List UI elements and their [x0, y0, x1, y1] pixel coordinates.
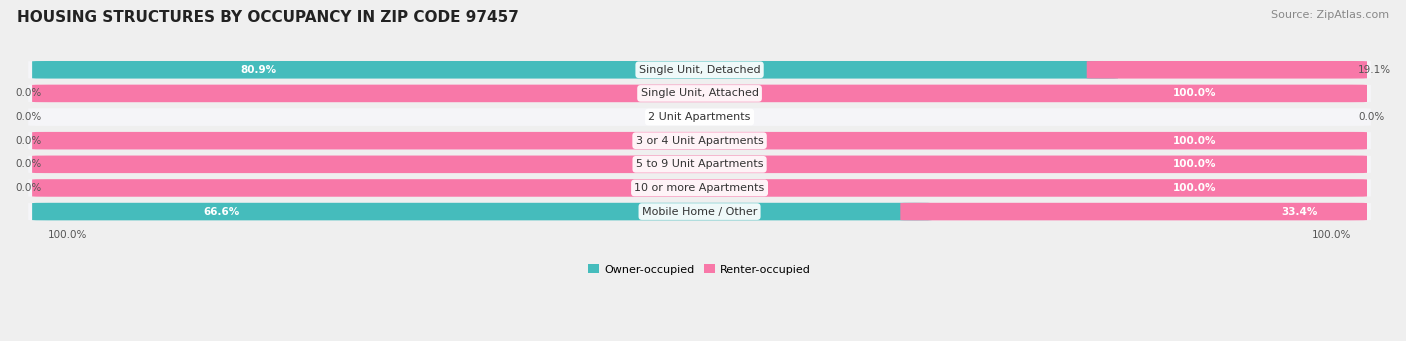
Text: 0.0%: 0.0% [15, 159, 41, 169]
Text: 10 or more Apartments: 10 or more Apartments [634, 183, 765, 193]
Text: Single Unit, Detached: Single Unit, Detached [638, 65, 761, 75]
Text: 100.0%: 100.0% [48, 230, 87, 240]
Text: 5 to 9 Unit Apartments: 5 to 9 Unit Apartments [636, 159, 763, 169]
Text: 19.1%: 19.1% [1358, 65, 1391, 75]
FancyBboxPatch shape [32, 203, 932, 220]
Text: 66.6%: 66.6% [204, 207, 239, 217]
FancyBboxPatch shape [32, 132, 1367, 149]
Text: 0.0%: 0.0% [15, 112, 41, 122]
FancyBboxPatch shape [28, 203, 1371, 220]
Text: Mobile Home / Other: Mobile Home / Other [643, 207, 758, 217]
FancyBboxPatch shape [28, 179, 1371, 197]
FancyBboxPatch shape [28, 85, 1371, 102]
Text: HOUSING STRUCTURES BY OCCUPANCY IN ZIP CODE 97457: HOUSING STRUCTURES BY OCCUPANCY IN ZIP C… [17, 10, 519, 25]
Text: 0.0%: 0.0% [15, 183, 41, 193]
FancyBboxPatch shape [900, 203, 1367, 220]
Text: 0.0%: 0.0% [1358, 112, 1384, 122]
Text: 100.0%: 100.0% [1173, 183, 1216, 193]
Text: 80.9%: 80.9% [240, 65, 277, 75]
Text: 3 or 4 Unit Apartments: 3 or 4 Unit Apartments [636, 136, 763, 146]
FancyBboxPatch shape [28, 155, 1371, 173]
Text: Source: ZipAtlas.com: Source: ZipAtlas.com [1271, 10, 1389, 20]
FancyBboxPatch shape [32, 155, 1367, 173]
FancyBboxPatch shape [32, 61, 1118, 78]
Text: 0.0%: 0.0% [15, 136, 41, 146]
FancyBboxPatch shape [1087, 61, 1367, 78]
Text: 100.0%: 100.0% [1312, 230, 1351, 240]
FancyBboxPatch shape [28, 108, 1371, 126]
Text: 100.0%: 100.0% [1173, 159, 1216, 169]
Text: 100.0%: 100.0% [1173, 136, 1216, 146]
FancyBboxPatch shape [32, 179, 1367, 197]
Text: 33.4%: 33.4% [1281, 207, 1317, 217]
FancyBboxPatch shape [28, 132, 1371, 150]
Legend: Owner-occupied, Renter-occupied: Owner-occupied, Renter-occupied [583, 260, 815, 279]
Text: Single Unit, Attached: Single Unit, Attached [641, 88, 759, 99]
FancyBboxPatch shape [32, 85, 1367, 102]
Text: 2 Unit Apartments: 2 Unit Apartments [648, 112, 751, 122]
FancyBboxPatch shape [28, 61, 1371, 79]
Text: 0.0%: 0.0% [15, 88, 41, 99]
Text: 100.0%: 100.0% [1173, 88, 1216, 99]
